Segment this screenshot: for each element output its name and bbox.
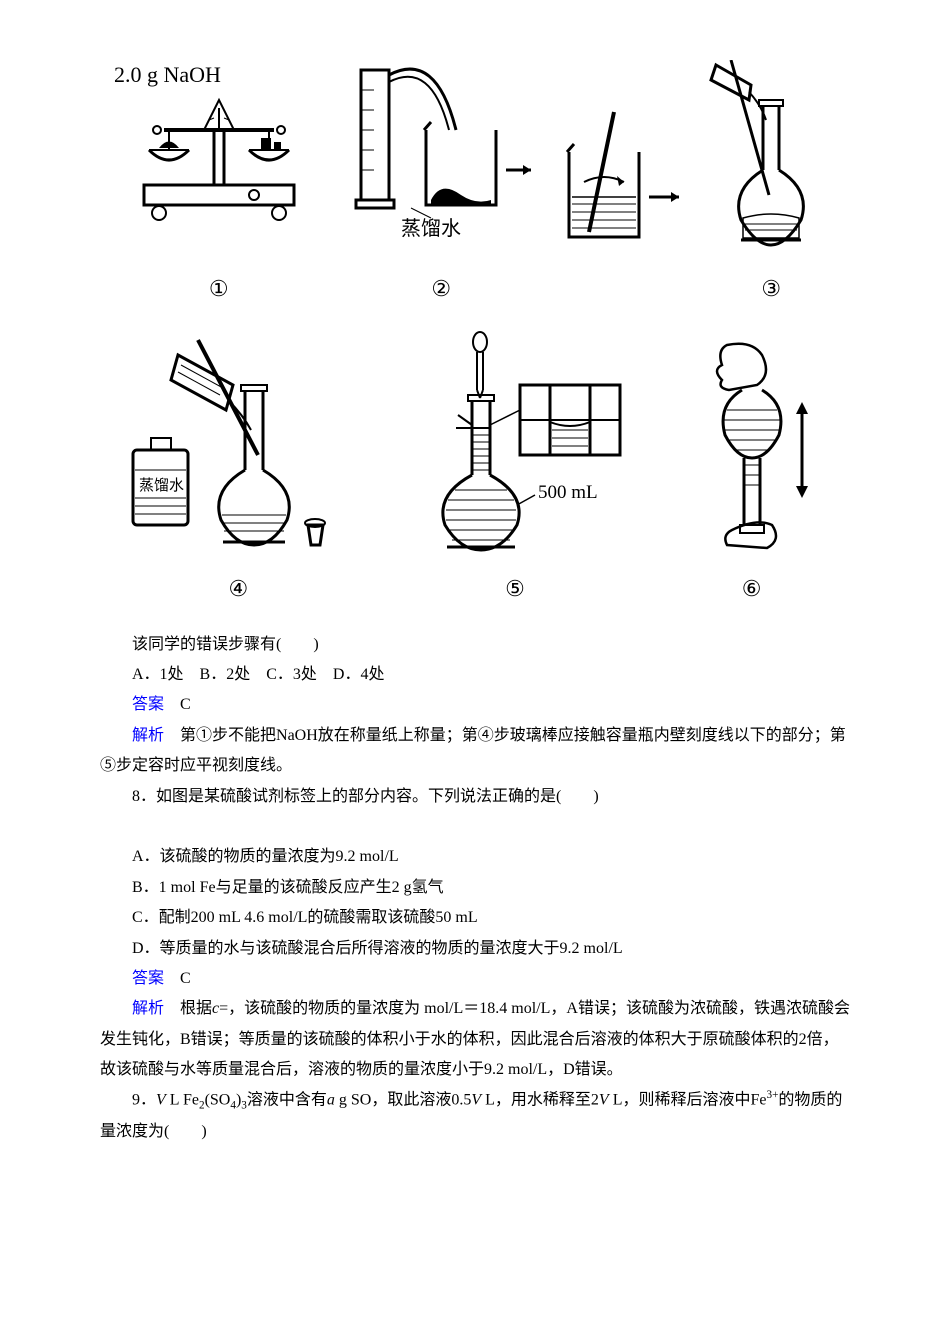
answer-label-8: 答案 (132, 970, 164, 987)
q9-sup3: 3+ (766, 1089, 778, 1101)
q8-optB: B．1 mol Fe与足量的该硫酸反应产生2 g氢气 (100, 873, 850, 903)
q8-exp-a: 根据 (164, 1000, 212, 1017)
explain-label: 解析 (132, 727, 164, 744)
figure-step-5: 500 mL ⑤ (400, 330, 630, 610)
figure-step-6: ⑥ (677, 330, 827, 610)
q9-e: 溶液中含有 (247, 1092, 327, 1109)
q7-answer: 答案 C (100, 690, 850, 720)
q8-explanation: 解析 根据c=，该硫酸的物质的量浓度为 mol/L＝18.4 mol/L，A错误… (100, 994, 850, 1085)
figure-step-1: 2.0 g NaOH (109, 60, 329, 310)
q9-V3: V (599, 1092, 609, 1109)
step-num-3: ③ (761, 268, 781, 310)
q9-c: (SO (205, 1092, 231, 1109)
transfer-flask-icon (701, 60, 841, 260)
q7-answer-text: C (164, 696, 191, 713)
q8-answer: 答案 C (100, 964, 850, 994)
step-num-1: ① (209, 268, 229, 310)
distilled-water-label-1: 蒸馏水 (401, 217, 461, 240)
invert-mix-icon (677, 330, 827, 560)
q9-a-sym: a (327, 1092, 335, 1109)
mass-label: 2.0 g NaOH (114, 62, 221, 87)
dropper-fill-icon: 500 mL (400, 330, 630, 560)
rinse-flask-icon: 蒸馏水 (123, 330, 353, 560)
step-num-6: ⑥ (742, 568, 762, 610)
q8-answer-text: C (164, 970, 191, 987)
q9-f: g SO，取此溶液0.5 (335, 1092, 471, 1109)
explain-label-8: 解析 (132, 1000, 164, 1017)
figure-row-1: 2.0 g NaOH (100, 60, 850, 310)
figure-row-2: 蒸馏水 (100, 330, 850, 610)
q7-stem: 该同学的错误步骤有( ) (100, 630, 850, 660)
step-num-2: ② (431, 268, 451, 310)
q9-V2: V (471, 1092, 481, 1109)
q7-explanation: 解析 第①步不能把NaOH放在称量纸上称量；第④步玻璃棒应接触容量瓶内壁刻度线以… (100, 721, 850, 782)
q8-optC: C．配制200 mL 4.6 mol/L的硫酸需取该硫酸50 mL (100, 903, 850, 933)
volume-label: 500 mL (538, 482, 598, 503)
q8-optD: D．等质量的水与该硫酸混合后所得溶液的物质的量浓度大于9.2 mol/L (100, 934, 850, 964)
answer-label: 答案 (132, 696, 164, 713)
balance-icon: 2.0 g NaOH (109, 60, 329, 260)
stir-beaker-icon (554, 102, 684, 272)
q9-g: L，用水稀释至2 (481, 1092, 599, 1109)
figure-step-4: 蒸馏水 (123, 330, 353, 610)
pour-dissolve-icon: 蒸馏水 (346, 60, 536, 260)
q8-blank-line (100, 812, 850, 842)
distilled-water-label-2: 蒸馏水 (139, 477, 184, 494)
figure-stir-arrow (554, 102, 684, 280)
q9-b: L Fe (166, 1092, 199, 1109)
q7-options: A．1处 B．2处 C．3处 D．4处 (100, 660, 850, 690)
q8-optA: A．该硫酸的物质的量浓度为9.2 mol/L (100, 842, 850, 872)
q9-a: 9． (132, 1092, 156, 1109)
q7-exp-text: 第①步不能把NaOH放在称量纸上称量；第④步玻璃棒应接触容量瓶内壁刻度线以下的部… (100, 727, 846, 774)
figure-step-3: ③ (701, 60, 841, 310)
q9-V1: V (156, 1092, 166, 1109)
step-num-4: ④ (228, 568, 248, 610)
step-num-5: ⑤ (505, 568, 525, 610)
q9-h: L，则稀释后溶液中Fe (609, 1092, 767, 1109)
figure-step-2: 蒸馏水 ② (346, 60, 536, 310)
q9-stem: 9．V L Fe2(SO4)3溶液中含有a g SO，取此溶液0.5V L，用水… (100, 1085, 850, 1147)
q8-stem: 8．如图是某硫酸试剂标签上的部分内容。下列说法正确的是( ) (100, 782, 850, 812)
